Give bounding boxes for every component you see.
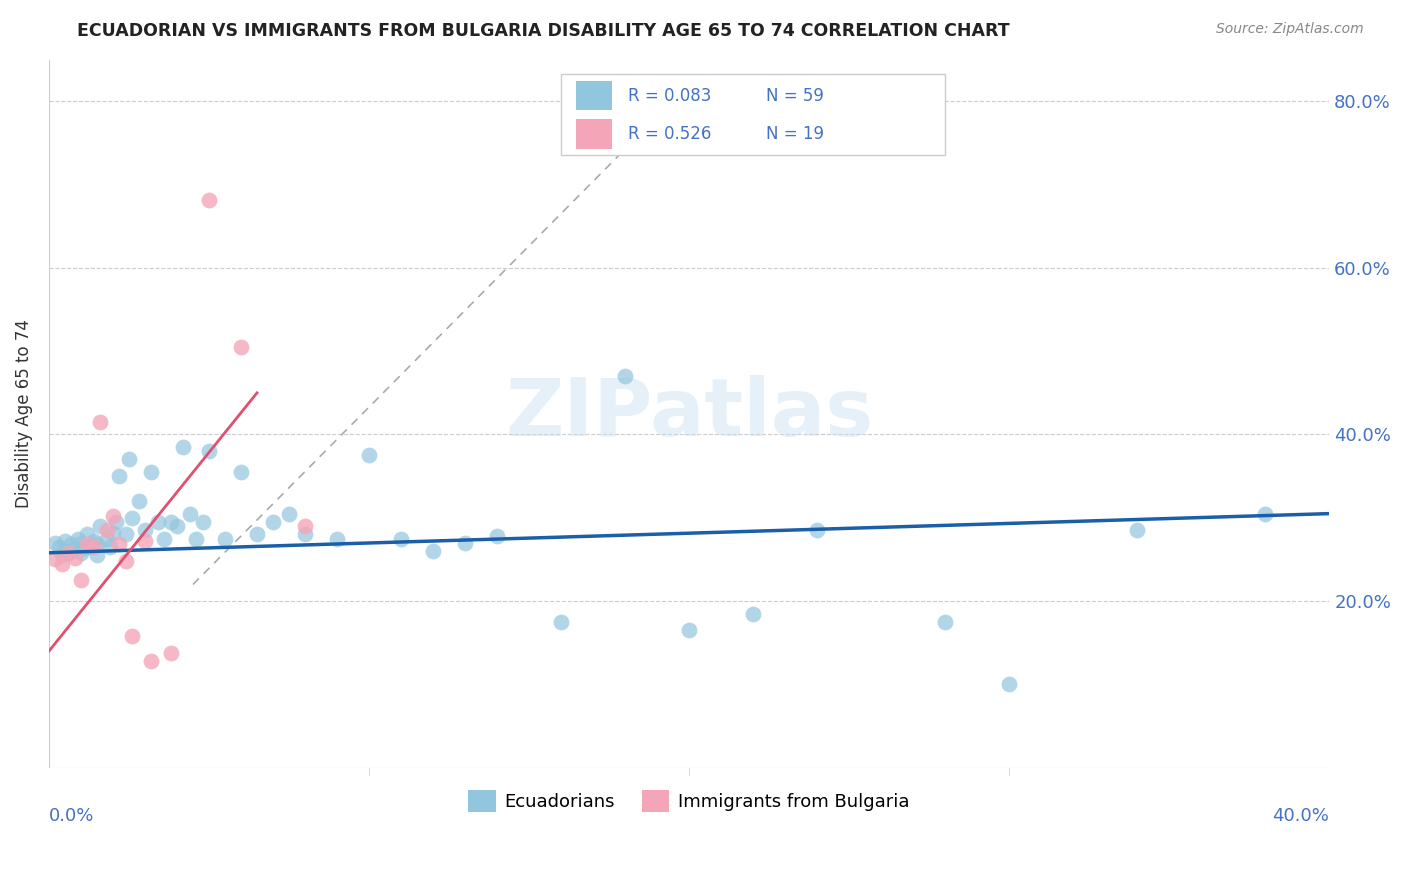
Point [198, 444, 221, 458]
Point [60, 537, 83, 551]
Point [56, 546, 79, 560]
Point [229, 465, 252, 479]
Text: N = 59: N = 59 [766, 87, 824, 104]
Point [146, 515, 169, 529]
Point [278, 507, 301, 521]
Point [73, 541, 96, 555]
Point [70, 574, 93, 588]
Point [134, 534, 156, 549]
FancyBboxPatch shape [576, 119, 612, 149]
Point [98, 540, 121, 554]
Point [229, 340, 252, 354]
Point [108, 469, 131, 483]
Point [53, 544, 76, 558]
Text: 0.0%: 0.0% [49, 806, 94, 824]
Point [63, 542, 86, 557]
Point [214, 532, 236, 546]
Point [186, 532, 208, 546]
Point [172, 440, 194, 454]
Point [1254, 507, 1277, 521]
Point [678, 624, 700, 638]
Point [53, 534, 76, 549]
Point [105, 515, 128, 529]
Point [179, 507, 201, 521]
Point [70, 535, 93, 549]
Text: R = 0.083: R = 0.083 [627, 87, 711, 104]
Point [742, 607, 765, 621]
Point [118, 452, 141, 467]
Text: N = 19: N = 19 [766, 125, 824, 143]
Point [83, 540, 105, 554]
Point [454, 535, 477, 549]
Point [357, 448, 380, 462]
Point [79, 540, 101, 554]
FancyBboxPatch shape [576, 80, 612, 111]
Point [486, 529, 509, 543]
Point [1126, 523, 1149, 537]
Point [614, 369, 637, 384]
Text: 40.0%: 40.0% [1272, 806, 1329, 824]
Point [44, 535, 66, 549]
Point [48, 540, 70, 554]
Point [70, 546, 93, 560]
Point [806, 523, 828, 537]
Point [246, 527, 269, 541]
Point [44, 552, 66, 566]
Point [114, 527, 136, 541]
Point [166, 519, 188, 533]
Y-axis label: Disability Age 65 to 74: Disability Age 65 to 74 [15, 319, 32, 508]
Point [96, 523, 118, 537]
Point [89, 415, 111, 429]
Point [141, 654, 163, 668]
Point [76, 537, 98, 551]
Point [86, 549, 108, 563]
Point [934, 615, 956, 629]
Text: ZIPatlas: ZIPatlas [505, 375, 873, 452]
Point [294, 527, 316, 541]
Point [76, 527, 98, 541]
Point [326, 532, 349, 546]
Text: Source: ZipAtlas.com: Source: ZipAtlas.com [1216, 22, 1364, 37]
Point [550, 615, 572, 629]
Point [159, 646, 181, 660]
Point [56, 546, 79, 560]
Point [128, 494, 150, 508]
Point [121, 510, 143, 524]
Text: ECUADORIAN VS IMMIGRANTS FROM BULGARIA DISABILITY AGE 65 TO 74 CORRELATION CHART: ECUADORIAN VS IMMIGRANTS FROM BULGARIA D… [77, 22, 1010, 40]
Point [114, 554, 136, 568]
Legend: Ecuadorians, Immigrants from Bulgaria: Ecuadorians, Immigrants from Bulgaria [461, 782, 917, 819]
Point [134, 523, 156, 537]
Point [101, 509, 124, 524]
Text: R = 0.526: R = 0.526 [627, 125, 711, 143]
Point [101, 525, 124, 540]
Point [83, 534, 105, 549]
Point [121, 629, 143, 643]
Point [262, 515, 284, 529]
Point [86, 537, 108, 551]
Point [96, 532, 118, 546]
Point [108, 537, 131, 551]
Point [63, 550, 86, 565]
Point [66, 532, 89, 546]
Point [389, 532, 412, 546]
Point [191, 515, 214, 529]
Point [51, 549, 73, 563]
Point [159, 515, 181, 529]
FancyBboxPatch shape [561, 74, 945, 155]
Point [998, 677, 1021, 691]
Point [141, 465, 163, 479]
Point [198, 193, 221, 207]
Point [153, 532, 176, 546]
Point [422, 544, 444, 558]
Point [294, 519, 316, 533]
Point [89, 519, 111, 533]
Point [51, 557, 73, 571]
